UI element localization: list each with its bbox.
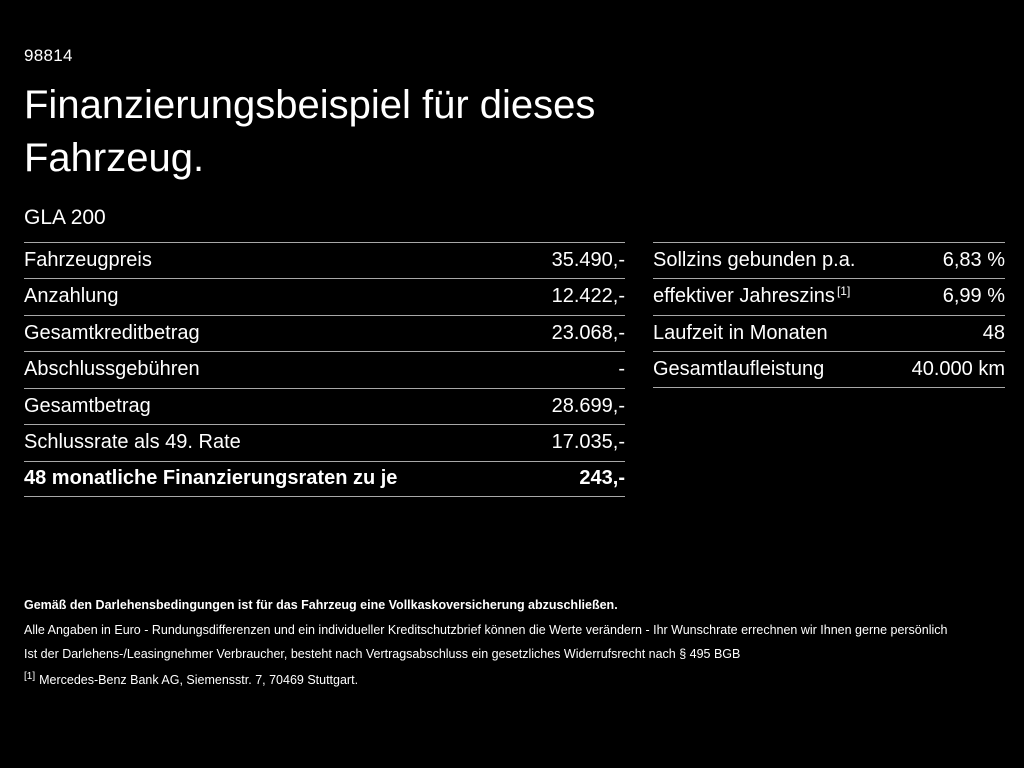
page-title-line2: Fahrzeug. — [24, 135, 205, 180]
row-label: Anzahlung — [24, 285, 119, 308]
finance-table-left: Fahrzeugpreis 35.490,- Anzahlung 12.422,… — [24, 241, 625, 498]
row-label: Schlussrate als 49. Rate — [24, 431, 241, 454]
footnote-marker: [1] — [836, 283, 851, 298]
row-label: 48 monatliche Finanzierungsraten zu je — [24, 467, 398, 490]
page-title: Finanzierungsbeispiel für dieses Fahrzeu… — [24, 79, 1005, 185]
row-value: 35.490,- — [551, 248, 625, 271]
row-label: effektiver Jahreszins [1] — [653, 285, 850, 308]
table-row-monthly-rate: 48 monatliche Finanzierungsraten zu je 2… — [24, 460, 625, 498]
row-label: Sollzins gebunden p.a. — [653, 248, 856, 271]
row-value: 28.699,- — [551, 394, 625, 417]
row-value: 23.068,- — [551, 321, 625, 344]
table-row: Laufzeit in Monaten 48 — [653, 314, 1005, 352]
row-label-text: effektiver Jahreszins — [653, 285, 835, 308]
row-label: Gesamtbetrag — [24, 394, 151, 417]
table-row: Gesamtbetrag 28.699,- — [24, 387, 625, 425]
footnote-ref-text: Mercedes-Benz Bank AG, Siemensstr. 7, 70… — [39, 672, 359, 687]
row-value: 6,99 % — [942, 285, 1005, 308]
table-row: Sollzins gebunden p.a. 6,83 % — [653, 241, 1005, 279]
table-row: Abschlussgebühren - — [24, 351, 625, 388]
footnote-disclaimer-1: Alle Angaben in Euro - Rundungsdifferenz… — [24, 622, 948, 637]
table-row: Gesamtlaufleistung 40.000 km — [653, 351, 1005, 388]
row-value: 40.000 km — [911, 357, 1005, 380]
table-row: Anzahlung 12.422,- — [24, 278, 625, 315]
page-title-line1: Finanzierungsbeispiel für dieses — [24, 83, 596, 127]
row-value: 48 — [982, 321, 1005, 344]
row-label: Laufzeit in Monaten — [653, 321, 828, 344]
row-label: Abschlussgebühren — [24, 358, 200, 381]
row-value: 6,83 % — [942, 248, 1005, 271]
row-value: 17.035,- — [551, 431, 625, 454]
table-row: effektiver Jahreszins [1] 6,99 % — [653, 278, 1005, 315]
footnote-bank-reference: [1] Mercedes-Benz Bank AG, Siemensstr. 7,… — [24, 670, 1005, 689]
table-row: Schlussrate als 49. Rate 17.035,- — [24, 424, 625, 461]
finance-table-right: Sollzins gebunden p.a. 6,83 % effektiver… — [653, 241, 1005, 388]
table-row: Gesamtkreditbetrag 23.068,- — [24, 314, 625, 352]
row-value: - — [618, 358, 625, 381]
vehicle-model: GLA 200 — [24, 205, 106, 229]
footnote-insurance: Gemäß den Darlehensbedingungen ist für d… — [24, 598, 618, 612]
row-value: 12.422,- — [551, 285, 625, 308]
footnote-ref-marker: [1] — [24, 670, 36, 682]
row-value: 243,- — [579, 467, 625, 490]
finance-tables: Fahrzeugpreis 35.490,- Anzahlung 12.422,… — [24, 241, 1005, 498]
table-row: Fahrzeugpreis 35.490,- — [24, 241, 625, 279]
footnotes: Gemäß den Darlehensbedingungen ist für d… — [24, 598, 1005, 689]
row-label: Gesamtkreditbetrag — [24, 321, 200, 344]
row-label: Fahrzeugpreis — [24, 248, 152, 271]
footnote-disclaimer-2: Ist der Darlehens-/Leasingnehmer Verbrau… — [24, 647, 741, 662]
listing-id: 98814 — [24, 46, 73, 65]
row-label: Gesamtlaufleistung — [653, 357, 825, 380]
